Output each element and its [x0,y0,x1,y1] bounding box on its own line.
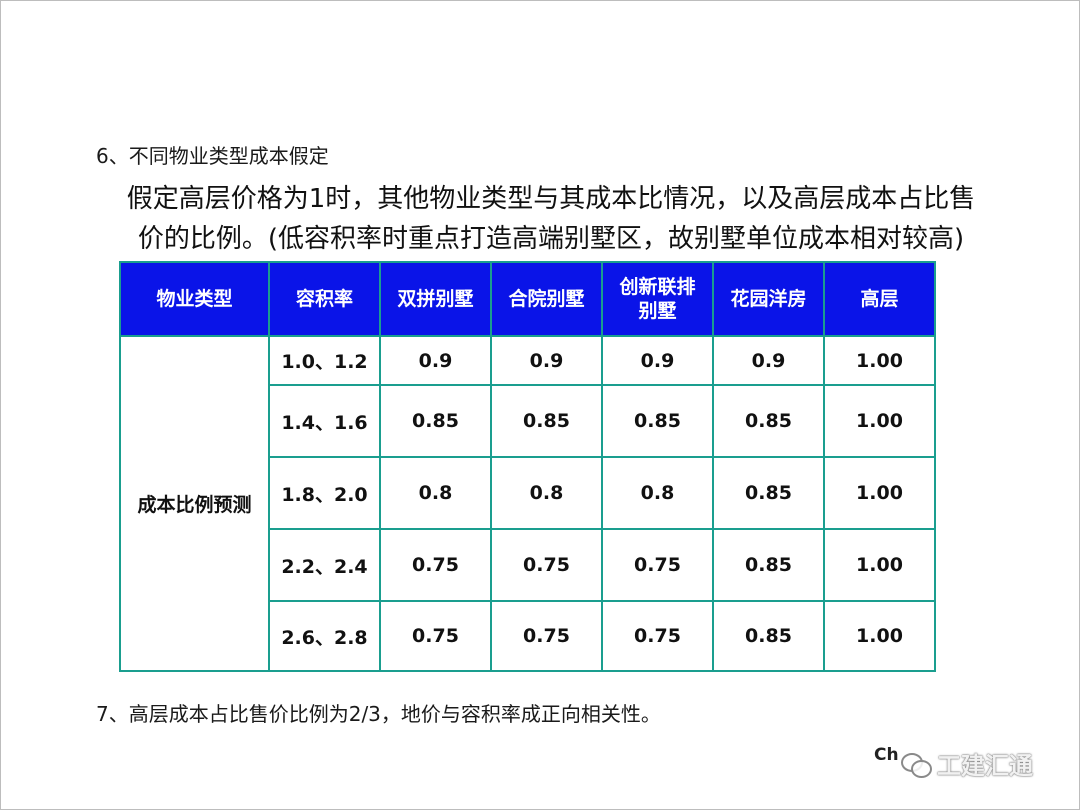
table-row: 2.6、2.8 0.75 0.75 0.75 0.85 1.00 [120,600,936,672]
intro-line-2: 价的比例。(低容积率时重点打造高端别墅区，故别墅单位成本相对较高) [137,224,965,254]
header-semi-detached-villa: 双拼别墅 [379,261,492,337]
table-cell: 0.9 [712,335,825,386]
table-row: 1.4、1.6 0.85 0.85 0.85 0.85 1.00 [120,384,936,458]
table-cell: 0.85 [712,600,825,672]
header-townhouse-line-1: 创新联排 [619,276,696,298]
table-cell: 0.9 [379,335,492,386]
table-cell: 1.00 [823,600,936,672]
table-row: 1.8、2.0 0.8 0.8 0.8 0.85 1.00 [120,456,936,530]
header-plot-ratio: 容积率 [268,261,381,337]
table-cell: 0.9 [601,335,714,386]
table-cell: 0.85 [379,384,492,458]
header-courtyard-villa: 合院别墅 [490,261,603,337]
table-row: 成本比例预测 1.0、1.2 0.9 0.9 0.9 0.9 1.00 [119,335,936,672]
header-townhouse: 创新联排 别墅 [601,261,714,337]
table-cell: 0.85 [712,456,825,530]
watermark: 工建汇通 [901,746,1033,781]
table-cell: 0.75 [490,600,603,672]
watermark-text: 工建汇通 [937,752,1033,780]
table-cell: 1.00 [823,456,936,530]
table-cell: 0.9 [490,335,603,386]
cell-plot-ratio: 2.2、2.4 [268,528,381,602]
cell-plot-ratio: 2.6、2.8 [268,600,381,672]
table-header-row: 物业类型 容积率 双拼别墅 合院别墅 创新联排 别墅 花园洋房 高层 [119,261,936,337]
footer-mark: Ch [874,745,899,765]
table-cell: 0.8 [379,456,492,530]
table-cell: 0.8 [490,456,603,530]
table-cell: 1.00 [823,528,936,602]
header-townhouse-line-2: 别墅 [638,300,677,322]
table-cell: 1.00 [823,335,936,386]
cost-ratio-table: 物业类型 容积率 双拼别墅 合院别墅 创新联排 别墅 花园洋房 高层 成本比例预… [119,261,936,672]
table-cell: 0.75 [601,528,714,602]
section-7-heading: 7、高层成本占比售价比例为2/3，地价与容积率成正向相关性。 [96,702,661,726]
header-high-rise: 高层 [823,261,936,337]
table-cell: 0.85 [712,384,825,458]
table-cell: 0.75 [379,528,492,602]
section-6-heading: 6、不同物业类型成本假定 [96,144,329,168]
intro-line-1: 假定高层价格为1时，其他物业类型与其成本比情况，以及高层成本占比售 [126,184,976,214]
table-cell: 1.00 [823,384,936,458]
table-cell: 0.75 [379,600,492,672]
table-cell: 0.85 [601,384,714,458]
row-label-cost-forecast: 成本比例预测 [119,335,270,672]
header-garden-house: 花园洋房 [712,261,825,337]
table-cell: 0.85 [712,528,825,602]
wechat-icon [901,751,932,778]
cell-plot-ratio: 1.8、2.0 [268,456,381,530]
table-cell: 0.75 [601,600,714,672]
table-cell: 0.85 [490,384,603,458]
header-property-type: 物业类型 [119,261,270,337]
cell-plot-ratio: 1.4、1.6 [268,384,381,458]
table-cell: 0.8 [601,456,714,530]
table-cell: 0.75 [490,528,603,602]
table-row: 2.2、2.4 0.75 0.75 0.75 0.85 1.00 [120,528,936,602]
cell-plot-ratio: 1.0、1.2 [268,335,381,386]
intro-paragraph: 假定高层价格为1时，其他物业类型与其成本比情况，以及高层成本占比售 价的比例。(… [101,179,1001,259]
